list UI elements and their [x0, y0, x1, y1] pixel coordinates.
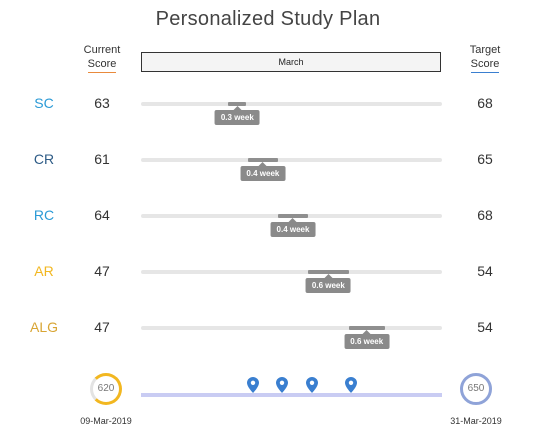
- schedule-track-alg: [141, 326, 442, 330]
- page-title: Personalized Study Plan: [155, 8, 381, 30]
- timeline-track: [141, 393, 442, 397]
- target-score-cr: 65: [477, 151, 493, 167]
- schedule-track-cr: [141, 158, 442, 162]
- current-score-rc: 64: [94, 207, 110, 223]
- target-score-header: Target Score: [455, 43, 515, 73]
- current-score-cr: 61: [94, 151, 110, 167]
- study-segment-cr[interactable]: [247, 158, 278, 162]
- start-date: 09-Mar-2019: [80, 416, 132, 426]
- milestone-pin-icon[interactable]: [344, 377, 357, 393]
- section-label-alg: ALG: [29, 319, 58, 335]
- start-score-circle: 620: [90, 373, 122, 405]
- duration-label-rc: 0.4 week: [270, 218, 316, 237]
- target-score-ar: 54: [477, 263, 493, 279]
- target-score-sc: 68: [477, 95, 493, 111]
- milestone-pin-icon[interactable]: [305, 377, 318, 393]
- target-header-line2: Score: [470, 57, 500, 73]
- duration-label-alg: 0.6 week: [344, 330, 390, 349]
- study-segment-alg[interactable]: [348, 326, 385, 330]
- study-segment-sc[interactable]: [228, 102, 247, 106]
- current-score-sc: 63: [94, 95, 110, 111]
- section-label-sc: SC: [34, 95, 54, 111]
- section-label-ar: AR: [34, 263, 54, 279]
- current-score-header: Current Score: [72, 43, 132, 73]
- target-score-rc: 68: [477, 207, 493, 223]
- study-segment-rc[interactable]: [277, 214, 309, 218]
- current-score-alg: 47: [94, 319, 110, 335]
- current-header-line1: Current: [83, 44, 121, 56]
- target-header-line1: Target: [469, 44, 501, 56]
- current-header-line2: Score: [87, 57, 117, 73]
- current-score-ar: 47: [94, 263, 110, 279]
- section-label-rc: RC: [33, 207, 55, 223]
- schedule-track-sc: [141, 102, 442, 106]
- study-segment-ar[interactable]: [308, 270, 349, 274]
- duration-label-cr: 0.4 week: [240, 162, 286, 181]
- end-score-circle: 650: [460, 373, 492, 405]
- section-label-cr: CR: [33, 151, 55, 167]
- duration-label-ar: 0.6 week: [305, 274, 351, 293]
- month-header: March: [141, 52, 441, 72]
- milestone-pin-icon[interactable]: [276, 377, 289, 393]
- duration-label-sc: 0.3 week: [214, 106, 260, 125]
- schedule-track-ar: [141, 270, 442, 274]
- target-score-alg: 54: [477, 319, 493, 335]
- milestone-pin-icon[interactable]: [246, 377, 259, 393]
- end-date: 31-Mar-2019: [450, 416, 502, 426]
